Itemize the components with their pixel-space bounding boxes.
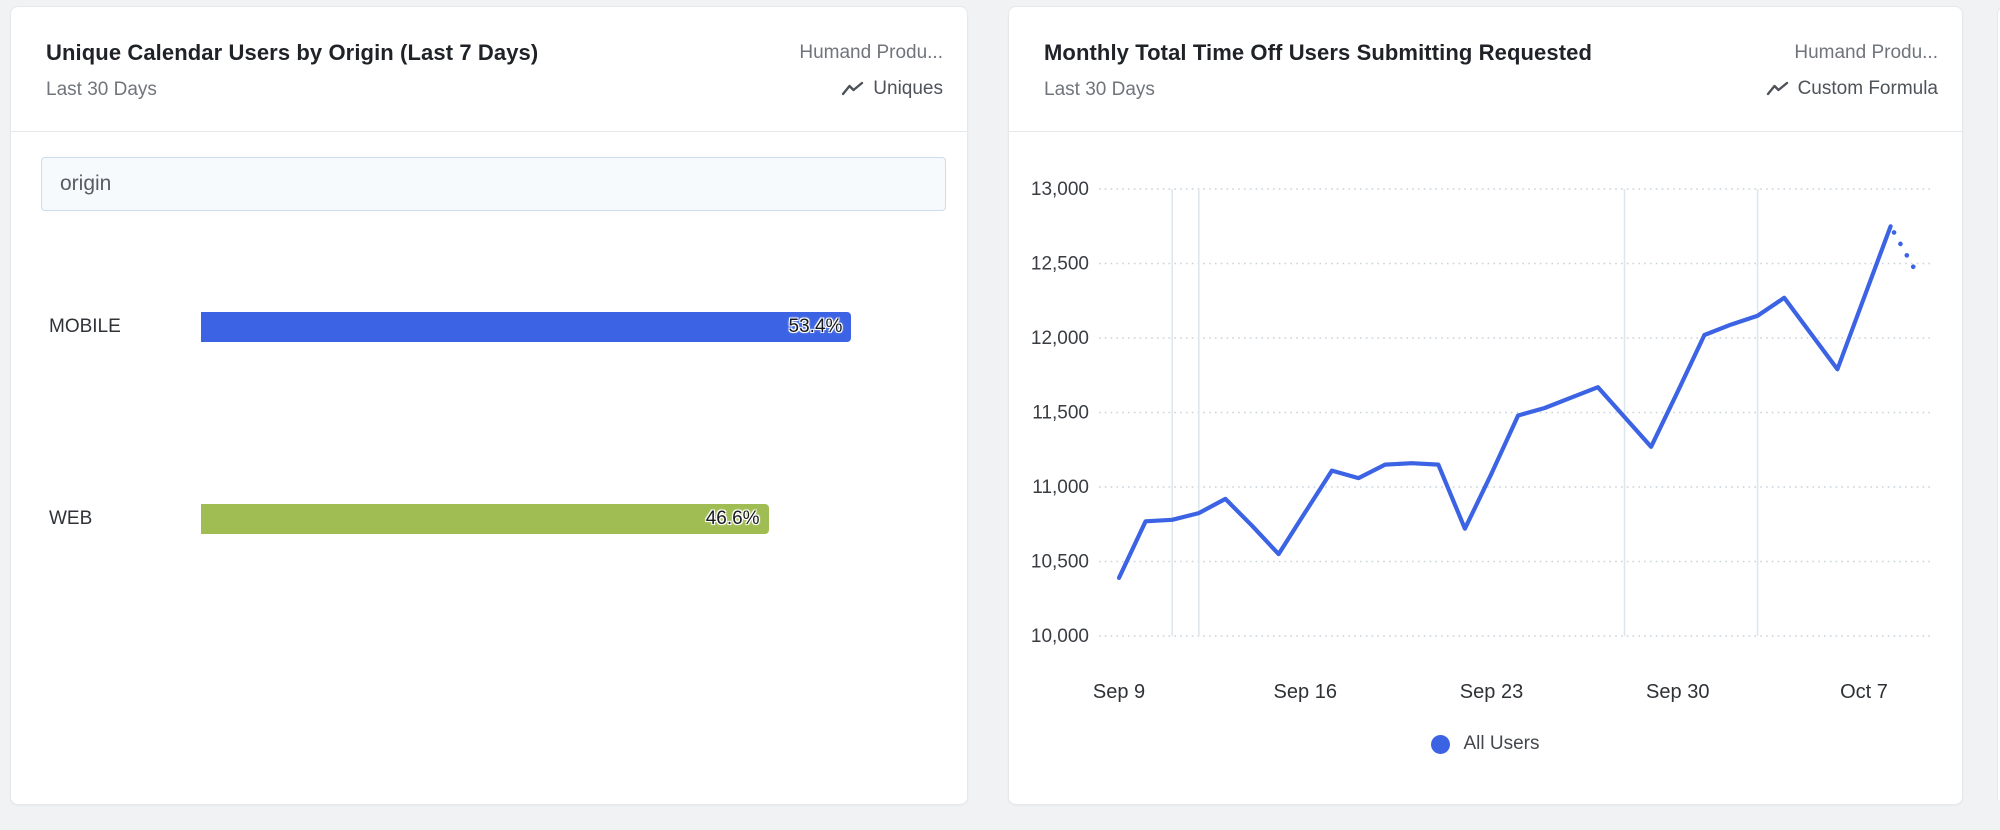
x-axis-tick-label: Sep 23 xyxy=(1460,681,1523,703)
y-axis-tick-label: 11,000 xyxy=(1032,477,1089,498)
x-axis-tick-label: Oct 7 xyxy=(1840,681,1888,703)
metric-type-chip[interactable]: Uniques xyxy=(841,78,943,100)
bar-category-label: WEB xyxy=(49,508,92,530)
bar-track: 53.4% xyxy=(201,312,944,342)
line-chart-body: 13,000 12,500 12,000 11,500 11,000 10,500 10,0… xyxy=(1009,132,1962,805)
metric-type-label: Custom Formula xyxy=(1798,78,1938,100)
legend-dot-icon[interactable] xyxy=(1431,735,1450,754)
origin-filter-input[interactable] xyxy=(41,157,946,211)
bar-web[interactable]: 46.6% xyxy=(201,504,769,534)
bar-mobile[interactable]: 53.4% xyxy=(201,312,851,342)
y-axis-tick-label: 10,500 xyxy=(1031,552,1089,573)
projected-series-dotted-line xyxy=(1891,226,1918,274)
y-axis-tick-label: 10,000 xyxy=(1031,626,1089,647)
y-axis-tick-label: 12,000 xyxy=(1031,328,1089,349)
bar-row-web: WEB 46.6% xyxy=(11,504,967,534)
dashboard-page: Unique Calendar Users by Origin (Last 7 … xyxy=(0,0,2000,830)
card-title: Monthly Total Time Off Users Submitting … xyxy=(1044,40,1592,66)
legend-label[interactable]: All Users xyxy=(1463,733,1539,755)
metric-type-label: Uniques xyxy=(873,78,943,100)
trend-line-icon xyxy=(1766,81,1789,98)
bar-row-mobile: MOBILE 53.4% xyxy=(11,312,967,342)
x-axis-tick-label: Sep 16 xyxy=(1274,681,1337,703)
card-monthly-time-off: Monthly Total Time Off Users Submitting … xyxy=(1008,6,1963,805)
x-axis-tick-label: Sep 9 xyxy=(1093,681,1145,703)
card-date-range: Last 30 Days xyxy=(46,79,157,101)
y-axis-tick-label: 11,500 xyxy=(1032,403,1089,424)
bar-chart-body: MOBILE 53.4% WEB 46.6% xyxy=(11,132,967,805)
card-unique-calendar-users: Unique Calendar Users by Origin (Last 7 … xyxy=(10,6,968,805)
x-axis-tick-label: Sep 30 xyxy=(1646,681,1709,703)
bar-track: 46.6% xyxy=(201,504,944,534)
metric-type-chip[interactable]: Custom Formula xyxy=(1766,78,1938,100)
trend-line-icon xyxy=(841,81,864,98)
card-header: Monthly Total Time Off Users Submitting … xyxy=(1009,7,1962,132)
bar-value-label: 46.6% xyxy=(706,508,760,530)
card-source-label: Humand Produ... xyxy=(799,42,943,64)
bar-value-label: 53.4% xyxy=(789,316,843,338)
card-title: Unique Calendar Users by Origin (Last 7 … xyxy=(46,40,538,66)
card-header: Unique Calendar Users by Origin (Last 7 … xyxy=(11,7,967,132)
line-chart: 13,000 12,500 12,000 11,500 11,000 10,500 10,0… xyxy=(1009,132,1964,805)
chart-legend: All Users xyxy=(1009,733,1962,755)
card-date-range: Last 30 Days xyxy=(1044,79,1155,101)
bar-category-label: MOBILE xyxy=(49,316,121,338)
y-axis-tick-label: 12,500 xyxy=(1031,254,1089,275)
all-users-series-line[interactable] xyxy=(1119,226,1891,578)
y-axis-tick-label: 13,000 xyxy=(1031,179,1089,200)
card-source-label: Humand Produ... xyxy=(1794,42,1938,64)
